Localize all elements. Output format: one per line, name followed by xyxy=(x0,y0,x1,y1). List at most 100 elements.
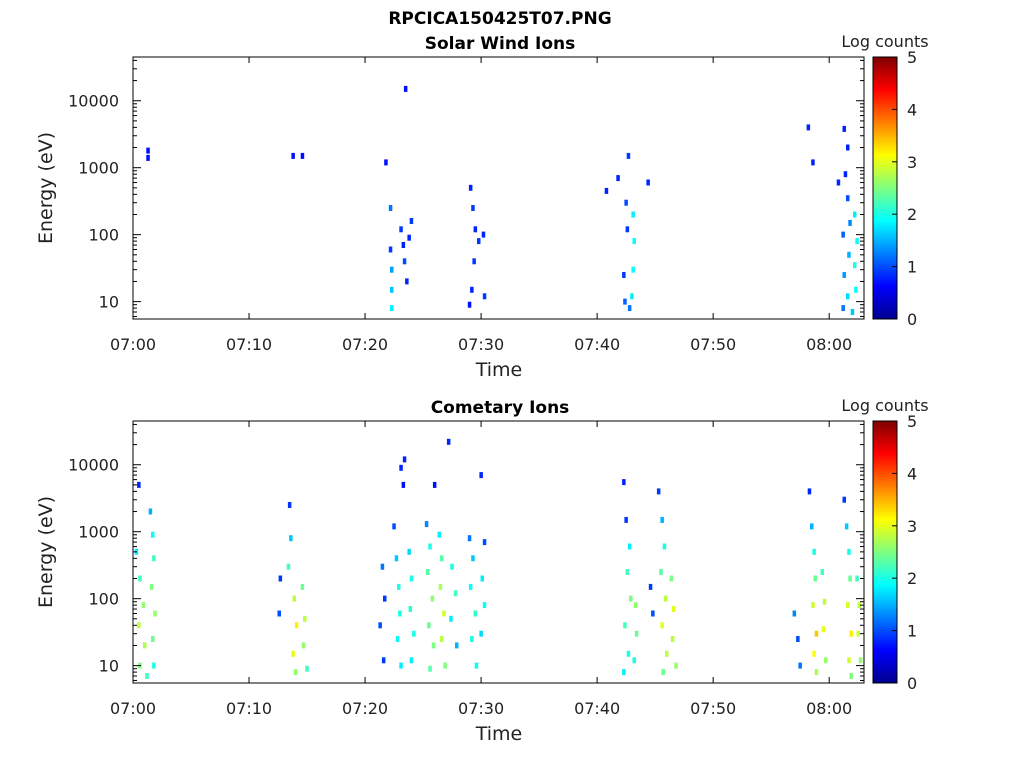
heatmap-cell xyxy=(625,569,630,575)
heatmap-cell xyxy=(287,502,292,508)
plot-frame xyxy=(132,56,865,320)
heatmap-cell xyxy=(854,286,858,293)
heatmap-cell xyxy=(424,521,429,528)
heatmap-cell xyxy=(796,636,800,642)
heatmap-cell xyxy=(278,575,283,582)
heatmap-cell xyxy=(141,602,146,609)
heatmap-cell xyxy=(453,590,458,597)
heatmap-cell xyxy=(626,152,631,159)
x-tick-label: 07:10 xyxy=(226,335,272,354)
heatmap-cell xyxy=(430,595,435,602)
heatmap-cell xyxy=(405,278,409,285)
heatmap-cell xyxy=(482,539,487,546)
heatmap-cell xyxy=(623,622,627,629)
heatmap-cell xyxy=(849,630,853,637)
heatmap-cell xyxy=(390,286,394,293)
y-tick-label: 100 xyxy=(88,590,119,609)
heatmap-cell xyxy=(442,610,446,617)
heatmap-cell xyxy=(670,636,675,642)
y-tick-label: 10000 xyxy=(68,456,119,475)
heatmap-cell xyxy=(674,662,678,669)
heatmap-cell xyxy=(856,630,860,637)
heatmap-cell xyxy=(450,563,454,570)
x-tick-label: 08:00 xyxy=(806,699,852,718)
heatmap-cell xyxy=(858,657,863,664)
heatmap-cell xyxy=(380,563,385,570)
heatmap-cell xyxy=(394,555,399,562)
heatmap-cell xyxy=(633,602,638,609)
heatmap-cell xyxy=(291,152,295,159)
x-tick-label: 07:00 xyxy=(110,699,156,718)
x-tick-label: 07:20 xyxy=(342,335,388,354)
colorbar-tick-label: 0 xyxy=(907,674,917,693)
heatmap-cell xyxy=(624,199,628,206)
heatmap-cell xyxy=(443,662,447,669)
y-tick-label: 10 xyxy=(99,293,119,312)
heatmap-cell xyxy=(821,626,826,633)
heatmap-cell xyxy=(292,595,296,602)
heatmap-cell xyxy=(824,657,828,664)
heatmap-cell xyxy=(437,531,442,538)
heatmap-cell xyxy=(148,508,153,515)
heatmap-cell xyxy=(146,154,150,161)
heatmap-cell xyxy=(629,595,633,602)
heatmap-cell xyxy=(390,266,394,273)
heatmap-cells xyxy=(146,85,859,315)
colorbar-label: Log counts xyxy=(841,32,928,51)
y-axis-label: Energy (eV) xyxy=(35,496,57,608)
heatmap-cell xyxy=(622,669,626,676)
heatmap-cell xyxy=(842,496,846,503)
heatmap-cell xyxy=(392,523,396,530)
x-tick-label: 07:40 xyxy=(574,699,620,718)
heatmap-cell xyxy=(151,531,155,538)
colorbar-tick-label: 4 xyxy=(907,464,917,483)
heatmap-cell xyxy=(146,147,150,154)
x-tick-label: 08:00 xyxy=(806,335,852,354)
heatmap-cell xyxy=(631,266,635,273)
heatmap-cell xyxy=(836,179,841,186)
heatmap-cell xyxy=(663,595,668,602)
heatmap-cell xyxy=(481,231,486,238)
heatmap-cell xyxy=(467,535,472,542)
heatmap-cell xyxy=(616,175,620,182)
heatmap-cell xyxy=(482,293,487,300)
heatmap-cell xyxy=(378,622,382,629)
heatmap-cell xyxy=(806,124,811,131)
heatmap-cell xyxy=(407,548,411,555)
heatmap-cell xyxy=(662,543,667,550)
heatmap-cell xyxy=(470,636,474,642)
heatmap-cell xyxy=(665,650,669,657)
heatmap-cell xyxy=(401,481,406,488)
colorbar-tick-label: 2 xyxy=(907,569,917,588)
heatmap-cell xyxy=(446,438,451,445)
heatmap-cell xyxy=(388,246,393,253)
heatmap-cell xyxy=(853,211,857,218)
heatmap-cell xyxy=(847,251,851,258)
heatmap-cell xyxy=(473,226,478,233)
heatmap-cell xyxy=(627,543,632,550)
heatmap-cell xyxy=(381,657,386,664)
heatmap-cell xyxy=(428,543,432,550)
heatmap-cell xyxy=(383,595,387,602)
heatmap-cell xyxy=(855,575,859,582)
heatmap-cell xyxy=(622,479,626,486)
x-axis: 07:00 07:10 07:20 07:30 07:40 07:50 08:00 xyxy=(110,421,852,718)
heatmap-cell xyxy=(841,231,845,238)
x-tick-label: 07:20 xyxy=(342,699,388,718)
heatmap-cell xyxy=(403,85,408,92)
heatmap-cell xyxy=(401,242,406,248)
heatmap-cell xyxy=(846,144,850,151)
heatmap-cell xyxy=(849,673,853,679)
heatmap-cell xyxy=(473,610,478,617)
y-axis-label: Energy (eV) xyxy=(35,132,57,244)
colorbar-tick-label: 0 xyxy=(907,310,917,329)
heatmap-cell xyxy=(632,657,636,664)
heatmap-cell xyxy=(398,610,402,617)
heatmap-cell xyxy=(812,548,816,555)
heatmap-cell xyxy=(152,662,156,669)
heatmap-cell xyxy=(479,472,483,479)
heatmap-cell xyxy=(660,622,664,629)
heatmap-cell xyxy=(300,152,305,159)
heatmap-cell xyxy=(627,305,632,312)
heatmap-cell xyxy=(820,569,824,575)
